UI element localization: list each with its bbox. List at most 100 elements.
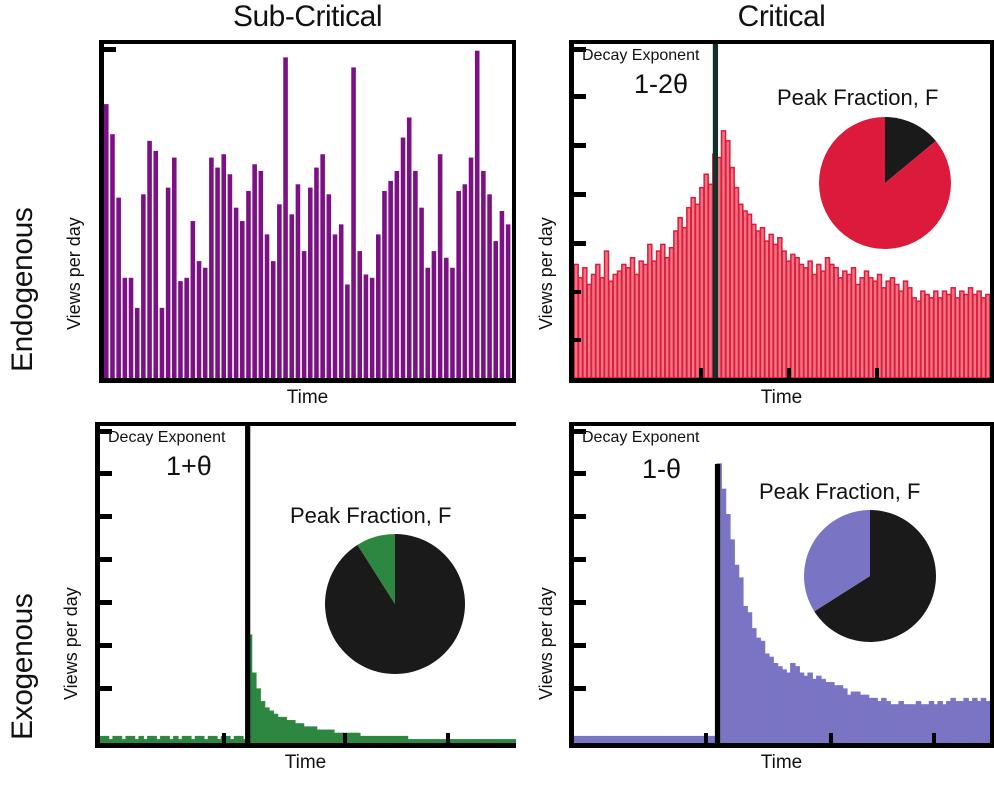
y-tick (574, 557, 586, 562)
bar (574, 735, 579, 743)
panel-exogenous-critical: Decay Exponent 1-θ Peak Fraction, F (569, 422, 994, 748)
bar (850, 691, 857, 743)
bar (785, 260, 792, 378)
bar (894, 704, 900, 743)
bar (481, 170, 486, 378)
bar (225, 735, 231, 743)
x-tick (875, 368, 879, 378)
peak-fraction-pie-chart (325, 534, 465, 674)
bar (829, 263, 835, 378)
panel-exogenous-subcritical: Decay Exponent 1+θ Peak Fraction, F (95, 422, 516, 748)
column-title-subcritical: Sub-Critical (232, 0, 383, 33)
bar-chart-exogenous-critical (574, 463, 990, 743)
bar (677, 216, 683, 378)
y-axis-title-br: Views per day (536, 587, 556, 700)
bar (147, 140, 152, 378)
bar (485, 739, 491, 743)
bar (582, 267, 588, 378)
bar (184, 277, 189, 378)
bar (764, 240, 770, 378)
bar (842, 688, 848, 743)
bar (751, 628, 757, 743)
bar (621, 735, 627, 743)
bar (972, 697, 978, 743)
bar (911, 297, 917, 378)
bar (444, 257, 449, 378)
bar (807, 260, 813, 378)
row-title-exogenous: Exogenous (6, 593, 39, 740)
bar (100, 735, 105, 743)
bar (889, 704, 896, 743)
bar (369, 277, 375, 378)
bar (772, 663, 779, 743)
bar (268, 710, 274, 743)
bar (608, 735, 614, 743)
bar (209, 157, 214, 378)
bar (178, 281, 183, 378)
bar (437, 739, 443, 743)
bar (924, 704, 930, 743)
bar (915, 701, 922, 743)
bar (586, 283, 592, 378)
bar (647, 243, 653, 378)
bar (402, 735, 409, 743)
bar (733, 186, 740, 378)
bar (128, 277, 134, 378)
bar (110, 134, 115, 378)
bar (311, 726, 318, 743)
bar (229, 739, 235, 743)
bar (134, 739, 140, 743)
bar (173, 735, 179, 743)
bar (141, 194, 146, 378)
bar (664, 257, 670, 378)
bar (172, 157, 177, 378)
bar (772, 243, 779, 378)
bar (707, 735, 714, 743)
bar (634, 273, 640, 378)
x-tick (787, 368, 791, 378)
x-tick (343, 733, 347, 743)
bar (259, 701, 266, 743)
bar (164, 735, 170, 743)
bar (794, 257, 800, 378)
bar-chart-endogenous-critical (574, 44, 990, 378)
bar (902, 280, 909, 378)
bar (240, 221, 245, 378)
bar (686, 735, 692, 743)
bar (638, 260, 644, 378)
bar (907, 704, 913, 743)
bar (406, 117, 412, 378)
y-tick (100, 557, 112, 562)
bar (450, 267, 455, 378)
bar (382, 190, 387, 378)
bar (147, 735, 153, 743)
bar (385, 735, 391, 743)
pie-slice-peak (804, 510, 870, 612)
x-tick (446, 733, 450, 743)
bar (433, 739, 439, 743)
bar (320, 154, 325, 378)
bar (603, 735, 610, 743)
bar (207, 735, 214, 743)
bar (720, 130, 727, 378)
bar (764, 653, 770, 743)
bar (673, 230, 679, 378)
bar (431, 251, 437, 378)
bar (142, 739, 149, 743)
x-tick (222, 733, 226, 743)
bar (629, 735, 636, 743)
shock-spike-line (712, 44, 719, 378)
bar (699, 186, 705, 378)
panel-endogenous-critical: Decay Exponent 1-2θ Peak Fraction, F (569, 40, 994, 383)
bar (898, 701, 904, 743)
bar (664, 735, 670, 743)
bar (221, 154, 227, 378)
bar (950, 287, 956, 378)
decay-exponent-label: Decay Exponent (582, 429, 700, 446)
bar (468, 157, 474, 378)
bar (785, 672, 792, 743)
y-tick (574, 686, 586, 691)
bar (316, 729, 322, 743)
bar (212, 735, 218, 743)
bar (215, 167, 220, 378)
